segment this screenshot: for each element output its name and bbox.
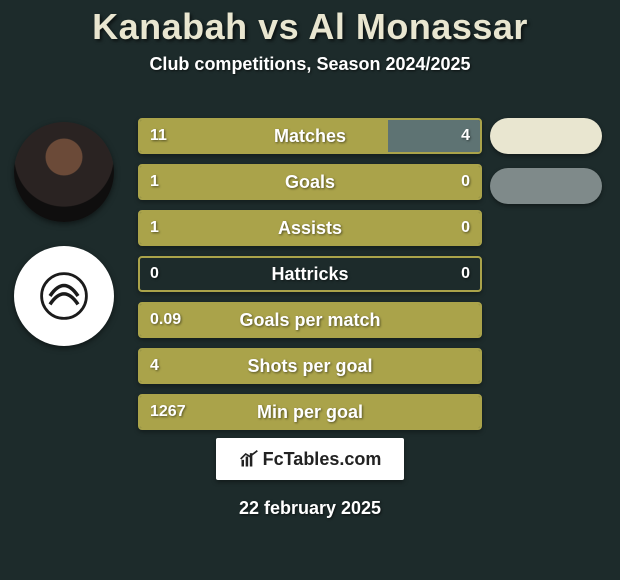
page-title: Kanabah vs Al Monassar [0, 6, 620, 48]
stat-label: Assists [140, 212, 480, 244]
legend-pill-right [490, 168, 602, 204]
page-subtitle: Club competitions, Season 2024/2025 [0, 54, 620, 75]
legend-pills [490, 118, 602, 204]
stat-row: 1267Min per goal [138, 394, 482, 430]
avatar-column [8, 122, 120, 346]
brand-text: FcTables.com [263, 449, 382, 470]
infographic-root: Kanabah vs Al Monassar Club competitions… [0, 0, 620, 580]
club-logo-icon [29, 261, 99, 331]
comparison-bars: 114Matches 10Goals 10Assists 00Hattricks 0.0… [138, 118, 482, 430]
stat-row: 114Matches [138, 118, 482, 154]
brand-badge: FcTables.com [216, 438, 404, 480]
stat-row: 10Goals [138, 164, 482, 200]
legend-pill-left [490, 118, 602, 154]
stat-label: Min per goal [140, 396, 480, 428]
stat-row: 00Hattricks [138, 256, 482, 292]
player-avatar [14, 122, 114, 222]
stat-label: Hattricks [140, 258, 480, 290]
stat-row: 0.09Goals per match [138, 302, 482, 338]
stat-row: 4Shots per goal [138, 348, 482, 384]
brand-chart-icon [239, 449, 259, 469]
stat-label: Goals per match [140, 304, 480, 336]
stat-label: Goals [140, 166, 480, 198]
infographic-date: 22 february 2025 [0, 498, 620, 519]
stat-label: Matches [140, 120, 480, 152]
club-avatar [14, 246, 114, 346]
stat-label: Shots per goal [140, 350, 480, 382]
stat-row: 10Assists [138, 210, 482, 246]
